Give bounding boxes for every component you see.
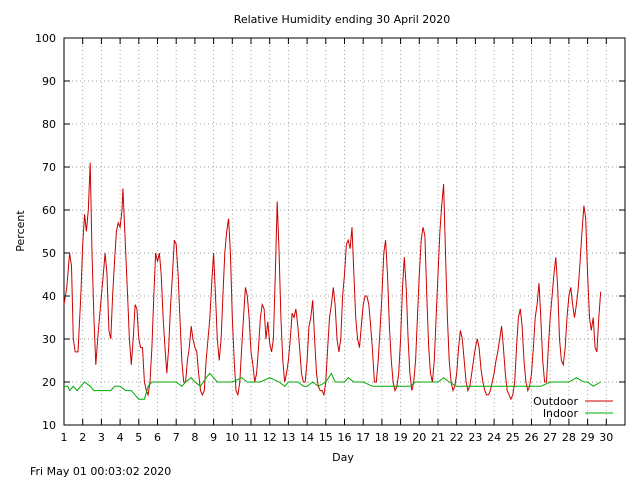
- chart-grid: [64, 38, 625, 425]
- x-tick-label: 14: [300, 431, 314, 444]
- x-tick-label: 18: [375, 431, 389, 444]
- x-tick-label: 3: [98, 431, 105, 444]
- x-tick-label: 28: [562, 431, 576, 444]
- y-tick-label: 40: [42, 290, 56, 303]
- x-tick-label: 30: [599, 431, 613, 444]
- legend-label-outdoor: Outdoor: [533, 395, 578, 408]
- x-tick-label: 21: [431, 431, 445, 444]
- y-tick-label: 50: [42, 247, 56, 260]
- x-tick-label: 25: [506, 431, 520, 444]
- y-tick-label: 90: [42, 75, 56, 88]
- x-tick-label: 7: [173, 431, 180, 444]
- x-tick-label: 2: [79, 431, 86, 444]
- y-tick-label: 100: [35, 32, 56, 45]
- x-tick-label: 15: [319, 431, 333, 444]
- y-tick-label: 60: [42, 204, 56, 217]
- footer-timestamp: Fri May 01 00:03:02 2020: [30, 465, 172, 478]
- x-tick-label: 26: [525, 431, 539, 444]
- x-tick-label: 4: [117, 431, 124, 444]
- series-line-indoor: [64, 372, 601, 400]
- x-tick-label: 11: [244, 431, 258, 444]
- x-tick-label: 10: [225, 431, 239, 444]
- x-tick-label: 6: [154, 431, 161, 444]
- x-axis-label: Day: [332, 451, 354, 464]
- x-tick-label: 12: [263, 431, 277, 444]
- y-axis-label: Percent: [14, 210, 27, 252]
- x-tick-label: 24: [487, 431, 501, 444]
- x-tick-label: 5: [135, 431, 142, 444]
- x-tick-label: 17: [356, 431, 370, 444]
- y-tick-label: 80: [42, 118, 56, 131]
- x-tick-label: 13: [281, 431, 295, 444]
- legend-label-indoor: Indoor: [543, 407, 579, 420]
- x-tick-label: 22: [450, 431, 464, 444]
- series-layer: [63, 162, 602, 401]
- x-tick-label: 9: [210, 431, 217, 444]
- x-tick-label: 8: [191, 431, 198, 444]
- y-tick-label: 10: [42, 419, 56, 432]
- x-tick-label: 27: [543, 431, 557, 444]
- y-tick-label: 20: [42, 376, 56, 389]
- x-tick-label: 29: [581, 431, 595, 444]
- y-tick-label: 70: [42, 161, 56, 174]
- series-line-outdoor: [63, 162, 602, 401]
- x-tick-label: 19: [394, 431, 408, 444]
- x-tick-label: 23: [468, 431, 482, 444]
- x-tick-label: 16: [338, 431, 352, 444]
- x-tick-label: 1: [61, 431, 68, 444]
- y-tick-label: 30: [42, 333, 56, 346]
- chart-title: Relative Humidity ending 30 April 2020: [234, 13, 451, 26]
- x-tick-label: 20: [412, 431, 426, 444]
